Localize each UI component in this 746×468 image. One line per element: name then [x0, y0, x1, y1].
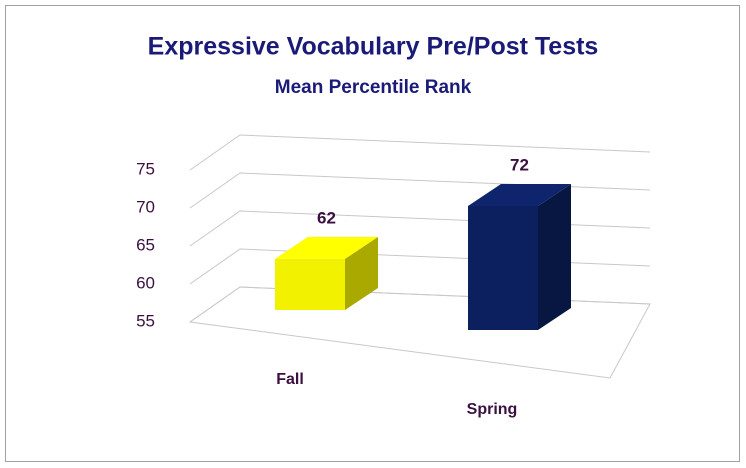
y-tick-label: 75 [136, 159, 155, 178]
bar [275, 258, 345, 310]
bar-side [538, 183, 571, 330]
y-tick-label: 70 [136, 197, 155, 216]
grid-line [189, 134, 651, 171]
chart-border [5, 5, 740, 462]
bar [468, 205, 538, 330]
x-tick-label: Spring [467, 401, 518, 418]
x-tick-label: Fall [276, 371, 304, 388]
value-label: 62 [317, 208, 336, 227]
y-tick-label: 60 [136, 273, 155, 292]
y-tick-label: 55 [136, 311, 155, 330]
bar-top [275, 236, 378, 259]
value-label: 72 [510, 155, 529, 174]
bar-side [345, 236, 378, 310]
chart-subtitle: Mean Percentile Rank [275, 77, 472, 98]
y-tick-label: 65 [136, 235, 155, 254]
chart-title: Expressive Vocabulary Pre/Post Tests [148, 33, 599, 61]
bar-top [468, 183, 571, 206]
